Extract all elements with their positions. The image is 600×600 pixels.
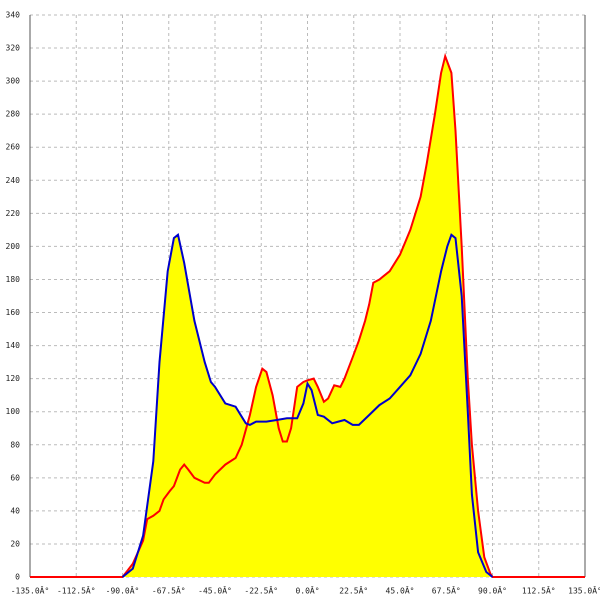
x-tick-label: 135.0Â° xyxy=(568,585,600,596)
line xyxy=(30,52,585,578)
x-tick-label: -67.5Â° xyxy=(152,585,186,596)
x-tick-label: 112.5Â° xyxy=(522,585,556,596)
y-tick-label: 240 xyxy=(6,176,21,185)
y-tick-label: 60 xyxy=(10,473,20,482)
line xyxy=(121,233,494,578)
x-tick-label: -22.5Â° xyxy=(244,585,278,596)
x-tick-label: 90.0Â° xyxy=(478,585,507,596)
y-tick-label: 0 xyxy=(15,573,20,582)
y-tick-label: 20 xyxy=(10,539,20,548)
x-tick-label: -135.0Â° xyxy=(11,585,50,596)
y-tick-label: 80 xyxy=(10,440,20,449)
x-tick-label: 67.5Â° xyxy=(432,585,461,596)
x-tick-label: -112.5Â° xyxy=(57,585,96,596)
y-tick-label: 280 xyxy=(6,110,21,119)
y-tick-label: 100 xyxy=(6,407,21,416)
y-tick-label: 300 xyxy=(6,77,21,86)
x-tick-label: -45.0Â° xyxy=(198,585,232,596)
x-tick-label: 22.5Â° xyxy=(339,585,368,596)
y-tick-label: 160 xyxy=(6,308,21,317)
area-fill xyxy=(122,234,493,578)
x-tick-label: -90.0Â° xyxy=(106,585,140,596)
y-tick-label: 120 xyxy=(6,374,21,383)
y-tick-label: 180 xyxy=(6,275,21,284)
y-tick-label: 40 xyxy=(10,506,20,515)
x-tick-label: 0.0Â° xyxy=(295,585,319,596)
x-tick-label: 45.0Â° xyxy=(386,585,415,596)
y-tick-label: 220 xyxy=(6,209,21,218)
y-tick-label: 320 xyxy=(6,44,21,53)
y-tick-label: 140 xyxy=(6,341,21,350)
y-tick-label: 200 xyxy=(6,242,21,251)
y-tick-label: 340 xyxy=(6,11,21,20)
y-tick-label: 260 xyxy=(6,143,21,152)
